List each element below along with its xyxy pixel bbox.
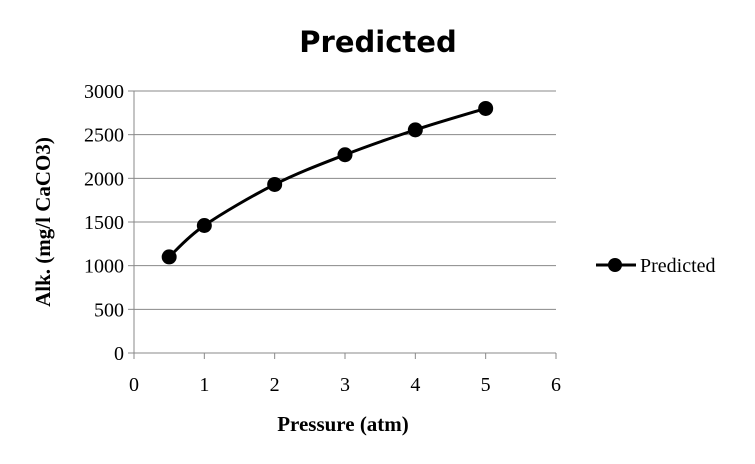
x-tick-label: 3: [340, 374, 350, 396]
x-axis-tick-labels: 0 1 2 3 4 5 6: [129, 374, 561, 396]
y-tick-label: 2500: [84, 125, 124, 147]
x-tick-label: 4: [410, 374, 420, 396]
legend-marker-swatch: [608, 258, 622, 272]
data-point: [407, 122, 423, 138]
y-axis-label: Alk. (mg/l CaCO3): [31, 137, 55, 307]
data-point: [478, 100, 494, 116]
x-tick-label: 1: [199, 374, 209, 396]
x-tick-label: 2: [270, 374, 280, 396]
grid-lines: [134, 90, 556, 310]
x-tick-label: 0: [129, 374, 139, 396]
axes: [128, 90, 557, 359]
y-axis-tick-labels: 0 500 1000 1500 2000 2500 3000: [84, 81, 124, 365]
series-line: [168, 107, 487, 259]
data-point: [267, 176, 283, 192]
y-tick-label: 1000: [84, 256, 124, 278]
data-point: [196, 217, 212, 233]
y-tick-label: 1500: [84, 212, 124, 234]
y-tick-label: 3000: [84, 81, 124, 103]
x-tick-label: 5: [481, 374, 491, 396]
legend: Predicted: [596, 255, 716, 277]
x-tick-label: 6: [551, 374, 561, 396]
y-tick-label: 2000: [84, 168, 124, 190]
y-tick-label: 0: [114, 343, 124, 365]
x-axis-label: Pressure (atm): [277, 412, 409, 436]
y-tick-label: 500: [94, 299, 124, 321]
legend-label-predicted: Predicted: [640, 255, 716, 277]
data-point: [337, 147, 353, 163]
chart-title: Predicted: [299, 25, 456, 59]
data-point: [161, 249, 177, 265]
series-predicted: [161, 100, 494, 265]
